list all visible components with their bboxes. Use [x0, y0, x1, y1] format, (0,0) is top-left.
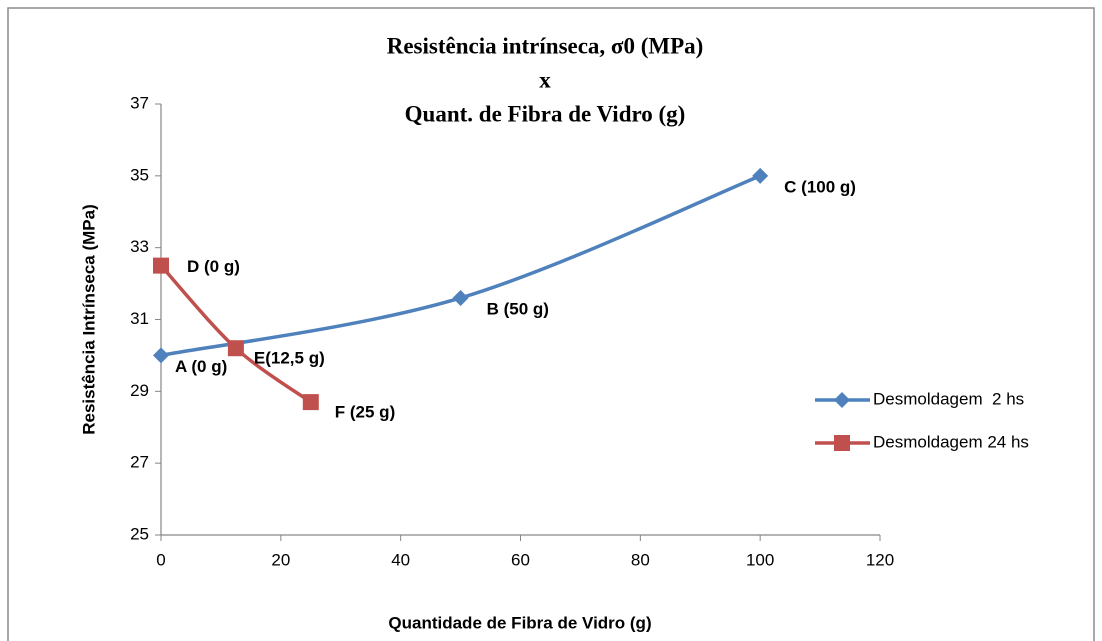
x-tick-label: 80	[631, 550, 650, 569]
legend-marker	[834, 435, 850, 451]
chart-title: x	[539, 67, 551, 92]
point-marker	[302, 394, 319, 411]
x-axis-label: Quantidade de Fibra de Vidro (g)	[388, 613, 651, 632]
y-tick-label: 29	[130, 381, 149, 400]
legend-label: Desmoldagem 2 hs	[873, 389, 1024, 408]
point-marker	[452, 289, 469, 306]
y-tick-label: 31	[130, 309, 149, 328]
x-tick-label: 60	[511, 550, 530, 569]
y-tick-label: 35	[130, 165, 149, 184]
point-marker	[153, 347, 169, 364]
y-axis-label: Resistência Intrínseca (MPa)	[79, 204, 98, 435]
y-tick-label: 33	[130, 237, 149, 256]
chart-title: Resistência intrínseca, σ0 (MPa)	[387, 33, 704, 58]
point-marker	[752, 167, 769, 184]
data-label: D (0 g)	[187, 257, 240, 276]
y-tick-label: 37	[130, 93, 149, 112]
x-tick-label: 120	[866, 550, 894, 569]
data-label: B (50 g)	[487, 299, 549, 318]
x-tick-label: 40	[391, 550, 410, 569]
chart-title: Quant. de Fibra de Vidro (g)	[405, 101, 686, 126]
data-label: F (25 g)	[335, 403, 395, 422]
legend-label: Desmoldagem 24 hs	[873, 432, 1029, 451]
x-tick-label: 0	[156, 550, 165, 569]
x-tick-label: 20	[271, 550, 290, 569]
legend-marker	[834, 392, 850, 408]
point-marker	[153, 257, 169, 274]
data-label: C (100 g)	[784, 177, 856, 196]
point-marker	[227, 340, 244, 357]
data-label: A (0 g)	[175, 357, 227, 376]
x-tick-label: 100	[746, 550, 774, 569]
data-label: E(12,5 g)	[254, 349, 325, 368]
y-tick-label: 25	[130, 524, 149, 543]
y-tick-label: 27	[130, 453, 149, 472]
